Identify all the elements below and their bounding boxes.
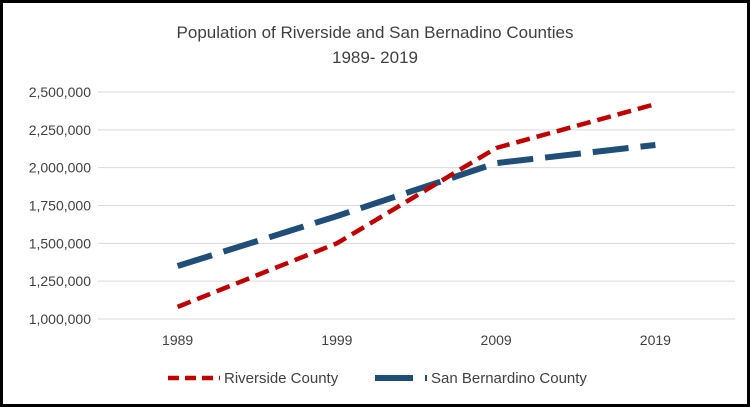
x-tick-label: 2019 [640,332,671,348]
x-tick-label: 1999 [321,332,352,348]
chart-subtitle: 1989- 2019 [332,48,418,67]
y-tick-label: 2,500,000 [29,84,91,100]
legend-label-san-bernardino: San Bernardino County [431,370,587,387]
x-tick-label: 1989 [162,332,193,348]
line-chart: 1,000,000 1,250,000 1,500,000 1,750,000 2,00… [29,23,735,387]
x-axis-ticks: 1989 1999 2009 2019 [162,332,671,348]
y-tick-label: 1,750,000 [29,198,91,214]
gridlines [98,91,735,320]
legend: Riverside County San Bernardino County [168,370,587,387]
series-line-san-bernardino [176,141,656,269]
series-lines [176,101,656,309]
y-axis-ticks: 1,000,000 1,250,000 1,500,000 1,750,000 2,00… [29,84,91,327]
x-tick-label: 2009 [481,332,512,348]
y-tick-label: 2,000,000 [29,160,91,176]
y-tick-label: 1,500,000 [29,235,91,251]
y-tick-label: 1,000,000 [29,311,91,327]
y-tick-label: 2,250,000 [29,122,91,138]
chart-title: Population of Riverside and San Bernadin… [177,23,574,42]
legend-label-riverside: Riverside County [224,370,339,387]
y-tick-label: 1,250,000 [29,273,91,289]
series-line-riverside [176,101,656,309]
